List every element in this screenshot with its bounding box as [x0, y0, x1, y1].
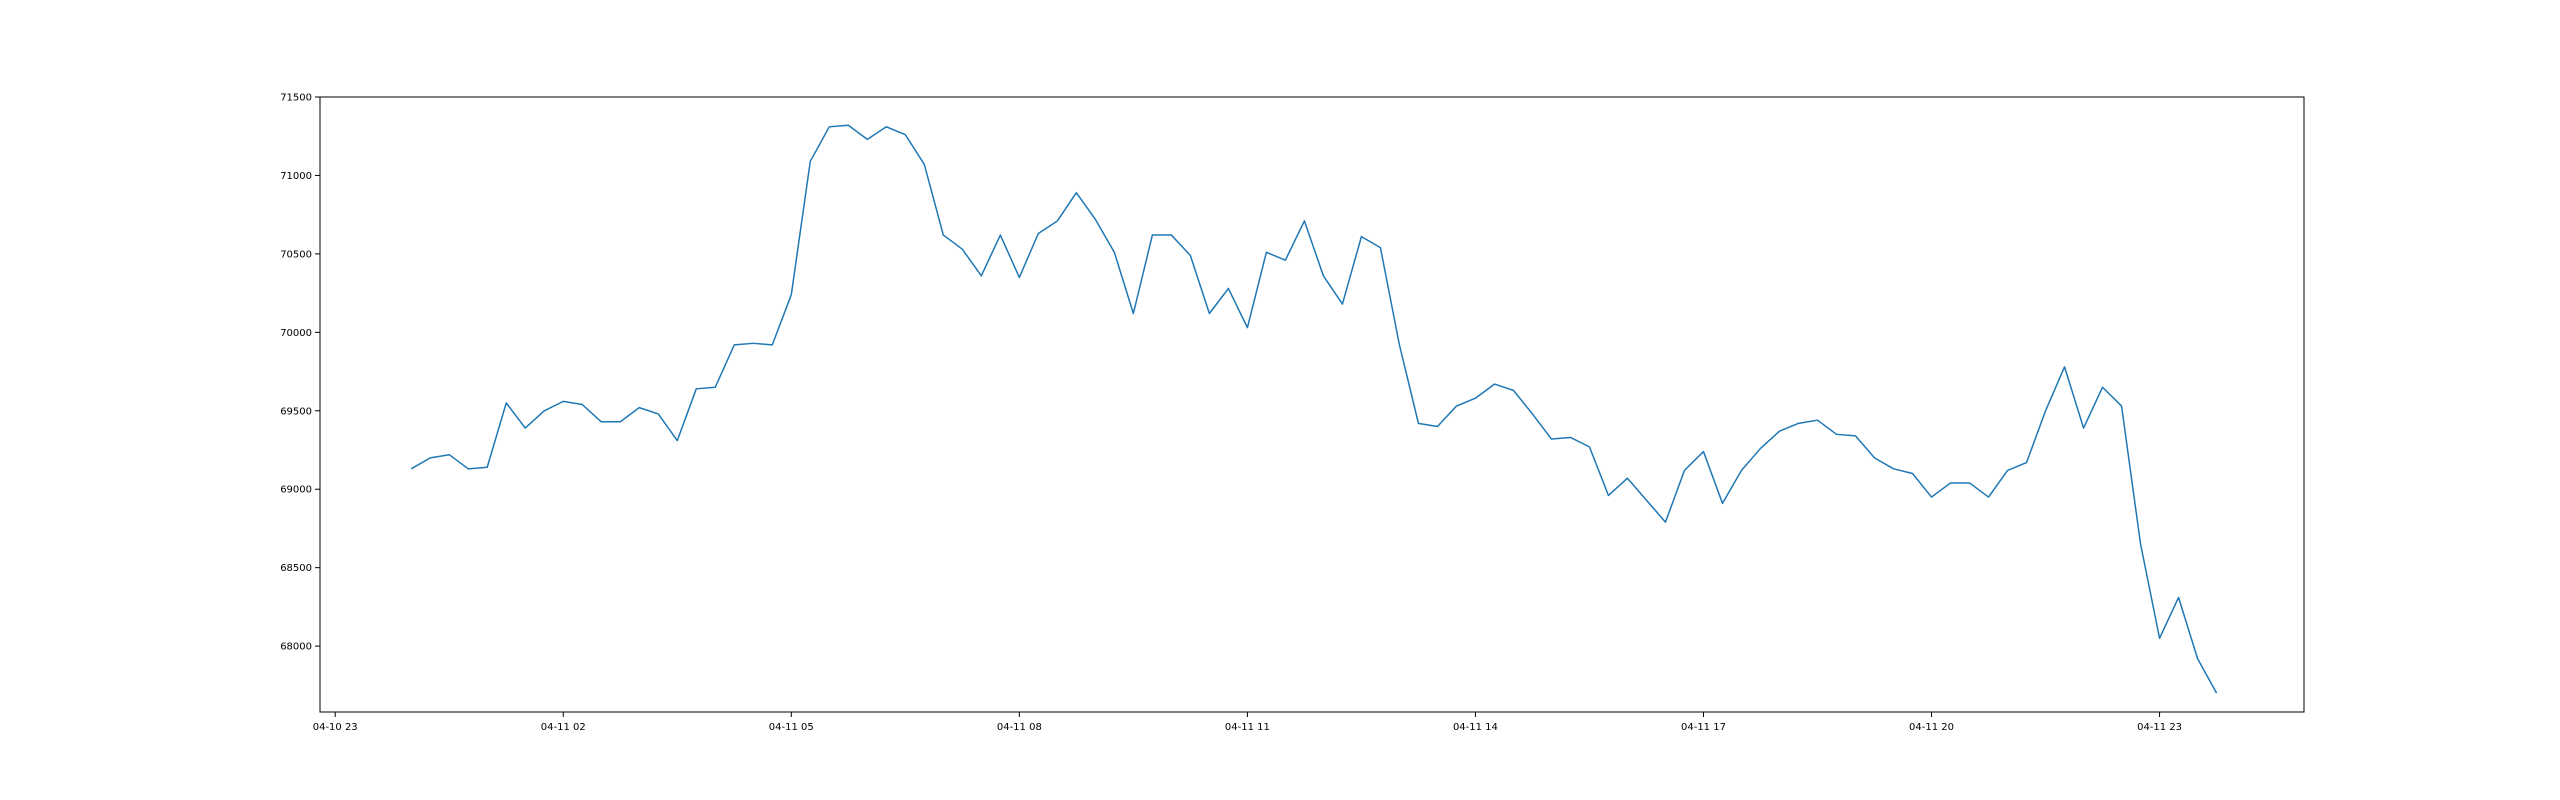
y-tick-label: 70000 — [280, 328, 312, 339]
y-tick-label: 68500 — [280, 563, 312, 574]
x-tick-label: 04-11 14 — [1453, 722, 1498, 733]
x-tick-label: 04-11 02 — [541, 722, 586, 733]
x-tick-label: 04-11 20 — [1909, 722, 1954, 733]
x-axis: 04-10 23 04-11 02 04-11 05 04-11 08 04-11 11… — [313, 712, 2182, 733]
x-tick-label: 04-11 11 — [1225, 722, 1270, 733]
y-tick-label: 70500 — [280, 249, 312, 260]
y-tick-label: 68000 — [280, 642, 312, 653]
x-tick-label: 04-11 05 — [769, 722, 814, 733]
x-tick-label: 04-11 23 — [2137, 722, 2182, 733]
y-tick-label: 69500 — [280, 406, 312, 417]
plot-area-frame — [319, 96, 2305, 713]
x-tick-label: 04-11 17 — [1681, 722, 1726, 733]
y-tick-label: 71500 — [280, 93, 312, 104]
y-axis: 68000 68500 69000 69500 70000 70500 71000 71500 — [280, 93, 320, 653]
series-line — [410, 124, 2218, 694]
x-tick-label: 04-11 08 — [997, 722, 1042, 733]
y-tick-label: 69000 — [280, 485, 312, 496]
x-tick-label: 04-10 23 — [313, 722, 358, 733]
y-tick-label: 71000 — [280, 171, 312, 182]
